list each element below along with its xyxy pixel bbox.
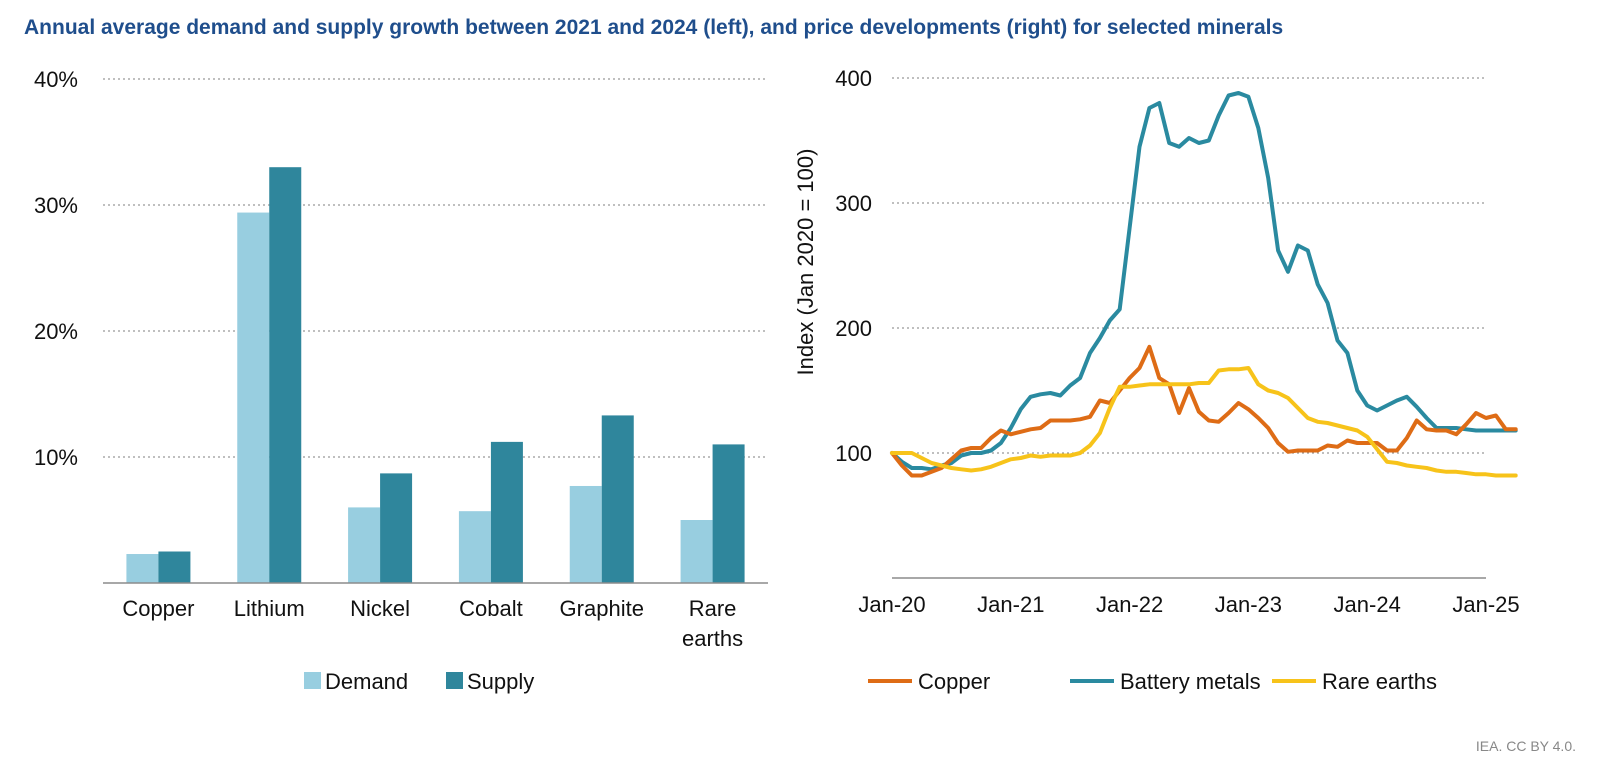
legend-label-battery-metals: Battery metals <box>1120 669 1261 694</box>
legend-label-rare-earths: Rare earths <box>1322 669 1437 694</box>
bar-supply-cobalt <box>490 441 523 583</box>
y-tick-label: 300 <box>835 191 872 216</box>
y-tick-label: 40% <box>34 67 78 92</box>
legend-swatch-supply <box>446 672 463 689</box>
bar-demand-nickel <box>348 507 381 583</box>
line-chart-series <box>890 91 1518 478</box>
bar-supply-copper <box>158 551 191 583</box>
x-tick-label: Jan-21 <box>977 592 1044 617</box>
x-tick-label: Lithium <box>234 596 305 621</box>
x-tick-label: Jan-20 <box>858 592 925 617</box>
line-chart-y-axis-label: Index (Jan 2020 = 100) <box>793 149 818 376</box>
x-tick-label: Cobalt <box>459 596 523 621</box>
y-tick-label: 30% <box>34 193 78 218</box>
bar-supply-graphite <box>601 415 634 583</box>
legend-swatch-demand <box>304 672 321 689</box>
bar-chart-legend: Demand Supply <box>304 669 534 694</box>
y-tick-label: 20% <box>34 319 78 344</box>
bar-demand-graphite <box>569 485 602 583</box>
line-rare-earths <box>890 366 1518 478</box>
y-tick-label: 400 <box>835 66 872 91</box>
x-tick-label: Graphite <box>560 596 644 621</box>
line-copper <box>890 344 1518 478</box>
bar-supply-nickel <box>380 473 413 583</box>
x-tick-label: Jan-23 <box>1215 592 1282 617</box>
source-credit: IEA. CC BY 4.0. <box>1475 738 1576 754</box>
x-tick-label: Jan-22 <box>1096 592 1163 617</box>
y-tick-label: 100 <box>835 441 872 466</box>
legend-label-copper: Copper <box>918 669 990 694</box>
bar-chart-y-ticks: 10% 20% 30% 40% <box>34 67 78 470</box>
bar-chart-x-ticks: Copper Lithium Nickel Cobalt Graphite Rare ear… <box>122 596 743 651</box>
bar-demand-rare-earths <box>680 520 713 583</box>
x-tick-label: Jan-24 <box>1334 592 1401 617</box>
bar-chart-grid <box>103 78 768 458</box>
bar-demand-copper <box>126 554 159 583</box>
x-tick-label: Jan-25 <box>1452 592 1519 617</box>
bar-supply-rare-earths <box>712 444 745 583</box>
bar-demand-lithium <box>237 212 270 583</box>
line-chart-grid <box>892 77 1486 454</box>
x-tick-label: Nickel <box>350 596 410 621</box>
y-tick-label: 10% <box>34 445 78 470</box>
line-battery-metals <box>890 91 1518 472</box>
x-tick-label: Rare earths <box>682 596 743 651</box>
bar-supply-lithium <box>269 167 302 583</box>
bar-chart-bars <box>126 167 745 583</box>
y-tick-label: 200 <box>835 316 872 341</box>
line-chart-x-ticks: Jan-20 Jan-21 Jan-22 Jan-23 Jan-24 Jan-25 <box>858 592 1519 617</box>
line-chart-legend: Copper Battery metals Rare earths <box>868 669 1437 694</box>
bar-demand-cobalt <box>458 511 491 583</box>
chart-title: Annual average demand and supply growth … <box>24 16 1284 39</box>
line-chart-y-ticks: 100 200 300 400 <box>835 66 872 466</box>
legend-label-supply: Supply <box>467 669 534 694</box>
x-tick-label: Copper <box>122 596 194 621</box>
legend-label-demand: Demand <box>325 669 408 694</box>
